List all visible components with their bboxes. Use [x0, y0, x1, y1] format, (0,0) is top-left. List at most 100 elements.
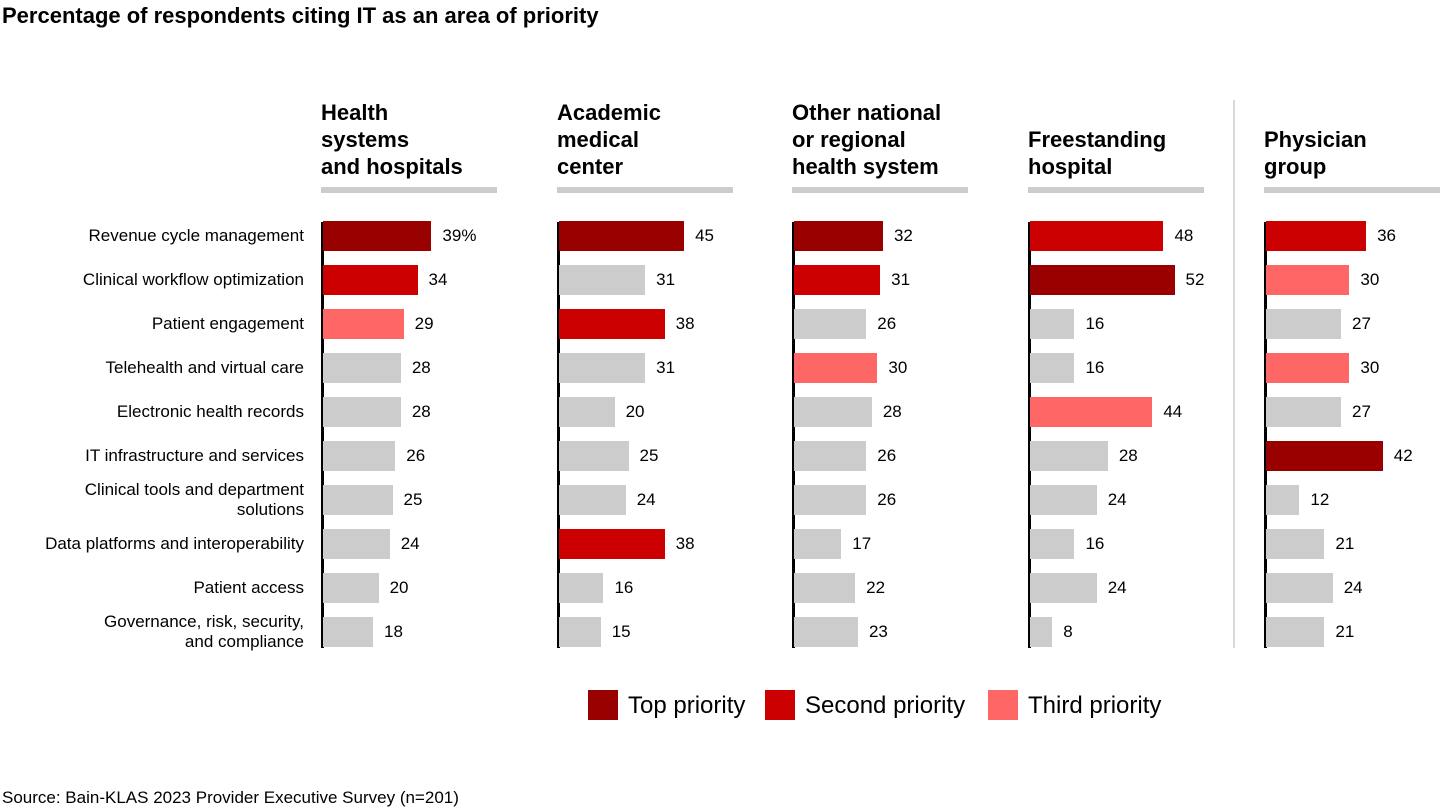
- bar: [323, 397, 401, 427]
- category-label: Electronic health records: [116, 402, 304, 421]
- bar: [323, 265, 418, 295]
- bar: [794, 265, 881, 295]
- panel-header-underline: [321, 187, 497, 193]
- bar: [559, 353, 646, 383]
- data-label: 28: [411, 358, 431, 377]
- bar: [559, 529, 665, 559]
- data-label: 21: [1335, 534, 1355, 553]
- bar: [794, 221, 883, 251]
- panel-divider: [1233, 100, 1235, 648]
- data-label: 28: [411, 402, 431, 421]
- panel-header: Other national or regional health system: [792, 100, 942, 179]
- data-label: 39%: [442, 226, 477, 245]
- data-label: 8: [1063, 622, 1073, 641]
- data-label: 18: [384, 622, 403, 641]
- data-label: 36: [1377, 226, 1396, 245]
- data-label: 26: [877, 490, 897, 509]
- panel-header: Academic medical center: [557, 100, 661, 179]
- data-label: 38: [675, 314, 695, 333]
- data-label: 42: [1393, 446, 1413, 465]
- data-label: 28: [1118, 446, 1138, 465]
- data-label: 17: [852, 534, 872, 553]
- data-label: 27: [1352, 314, 1371, 333]
- panel-header: Physician group: [1264, 127, 1367, 179]
- data-label: 48: [1174, 226, 1194, 245]
- data-label: 21: [1335, 622, 1355, 641]
- data-label: 12: [1310, 490, 1330, 509]
- data-label: 26: [877, 446, 897, 465]
- bar: [323, 485, 393, 515]
- data-label: 30: [1360, 270, 1380, 289]
- bar: [559, 221, 685, 251]
- panel-header-underline: [1028, 187, 1204, 193]
- data-label: 30: [1360, 358, 1380, 377]
- data-label: 24: [636, 490, 656, 509]
- bar: [323, 617, 374, 647]
- panel-axis: [1264, 222, 1267, 648]
- data-label: 25: [639, 446, 659, 465]
- category-label: Data platforms and interoperability: [45, 534, 304, 553]
- panel-header: Health systems and hospitals: [321, 100, 463, 179]
- bar: [1030, 397, 1153, 427]
- category-label: IT infrastructure and services: [85, 446, 304, 465]
- bar: [323, 353, 401, 383]
- bar: [1266, 485, 1300, 515]
- bar: [323, 573, 379, 603]
- panel-header-underline: [1264, 187, 1440, 193]
- bar: [559, 265, 646, 295]
- category-label: Telehealth and virtual care: [105, 358, 304, 377]
- data-label: 23: [868, 622, 888, 641]
- panel-header: Freestanding hospital: [1028, 127, 1167, 179]
- bar: [559, 617, 601, 647]
- panel-axis: [321, 222, 324, 648]
- panel-axis: [792, 222, 795, 648]
- data-label: 16: [1085, 534, 1105, 553]
- data-label: 31: [891, 270, 911, 289]
- legend-label: Top priority: [628, 692, 746, 719]
- data-label: 45: [695, 226, 715, 245]
- legend-swatch: [588, 690, 618, 720]
- bar: [794, 441, 867, 471]
- bar: [1266, 441, 1383, 471]
- data-label: 28: [882, 402, 902, 421]
- bar: [1266, 397, 1342, 427]
- data-label: 24: [400, 534, 420, 553]
- data-label: 16: [1085, 314, 1105, 333]
- bar: [794, 529, 842, 559]
- data-label: 20: [625, 402, 645, 421]
- data-label: 15: [611, 622, 631, 641]
- data-label: 26: [406, 446, 426, 465]
- bar: [1030, 617, 1053, 647]
- data-label: 16: [1085, 358, 1105, 377]
- bar: [1030, 485, 1097, 515]
- bar: [1030, 221, 1164, 251]
- bar: [559, 397, 615, 427]
- category-label: Governance, risk, security, and complian…: [104, 612, 304, 651]
- data-label: 52: [1185, 270, 1205, 289]
- category-label: Patient access: [193, 578, 304, 597]
- data-label: 27: [1352, 402, 1371, 421]
- bar: [1030, 441, 1108, 471]
- legend-swatch: [988, 690, 1018, 720]
- bar: [794, 573, 856, 603]
- bar: [794, 353, 878, 383]
- bar: [794, 485, 867, 515]
- data-label: 20: [389, 578, 409, 597]
- bar: [559, 485, 626, 515]
- bar: [1266, 353, 1350, 383]
- panel-axis: [1028, 222, 1031, 648]
- data-label: 29: [414, 314, 434, 333]
- bar: [1030, 309, 1075, 339]
- bar: [323, 221, 432, 251]
- data-label: 32: [893, 226, 913, 245]
- bar: [1030, 353, 1075, 383]
- bar: [794, 397, 872, 427]
- bar: [323, 529, 390, 559]
- data-label: 31: [656, 270, 676, 289]
- bar: [1030, 529, 1075, 559]
- data-label: 38: [675, 534, 695, 553]
- data-label: 34: [428, 270, 448, 289]
- data-label: 24: [1107, 490, 1127, 509]
- data-label: 25: [403, 490, 423, 509]
- panel-header-underline: [792, 187, 968, 193]
